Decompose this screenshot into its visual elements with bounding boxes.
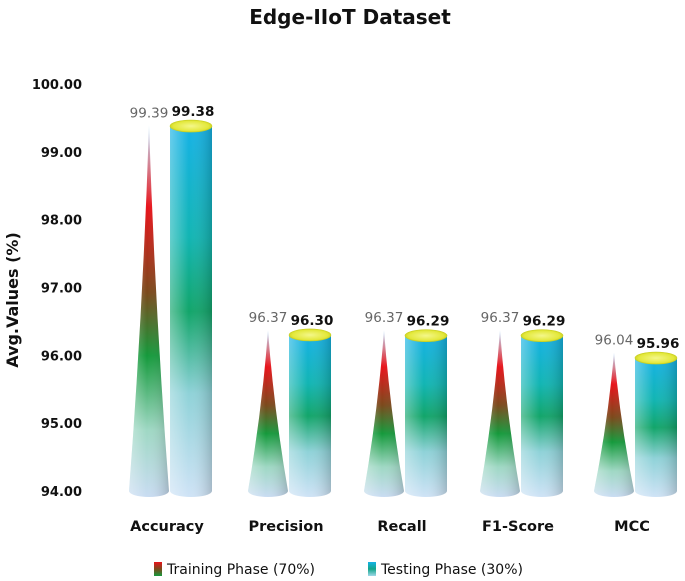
testing-cylinder-top [288,328,332,342]
testing-cylinder-top [634,351,678,365]
training-value-label: 96.37 [481,310,520,326]
testing-cylinder-shade [521,335,563,497]
training-value-label: 99.39 [130,105,169,121]
y-tick-label: 100.00 [32,78,82,93]
training-cone-shade [129,125,169,497]
training-value-label: 96.04 [595,333,634,349]
chart-title: Edge-IIoT Dataset [249,5,451,29]
y-axis-label: Avg.Values (%) [3,232,22,368]
x-tick-label: Precision [248,519,323,535]
x-tick-label: F1-Score [482,519,554,535]
legend-swatch-training [154,562,162,576]
testing-value-label: 96.29 [407,314,450,330]
legend-label-training: Training Phase (70%) [166,562,315,578]
y-tick-label: 95.00 [41,417,82,432]
training-value-label: 96.37 [365,310,404,326]
legend-label-testing: Testing Phase (30%) [380,562,523,578]
x-tick-label: Recall [377,519,426,535]
testing-value-label: 96.29 [523,314,566,330]
training-cone-shade [364,330,404,497]
testing-value-label: 99.38 [172,104,215,120]
y-tick-label: 97.00 [41,282,82,297]
training-value-label: 96.37 [249,310,288,326]
legend: Training Phase (70%) Testing Phase (30%) [154,562,523,578]
x-tick-label: Accuracy [130,519,204,535]
training-cone-shade [248,330,288,497]
y-tick-label: 98.00 [41,214,82,229]
testing-cylinder-top [404,329,448,342]
legend-swatch-testing [368,562,376,576]
testing-cylinder-shade [289,334,331,497]
y-axis-ticks: 94.00 95.00 96.00 97.00 98.00 99.00 100.00 [32,78,82,500]
y-tick-label: 99.00 [41,146,82,161]
training-cone-shade [594,352,634,497]
testing-cylinder-top [520,329,564,342]
y-tick-label: 96.00 [41,349,82,364]
testing-cylinder-shade [635,358,677,497]
testing-value-label: 96.30 [291,313,334,329]
testing-cylinder-top [169,119,213,133]
training-cone-shade [480,330,520,497]
testing-value-label: 95.96 [637,336,680,352]
x-tick-label: MCC [614,519,650,535]
testing-cylinder-shade [405,335,447,497]
testing-cylinder-shade [170,126,212,497]
x-axis-ticks: Accuracy Precision Recall F1-Score MCC [130,519,650,535]
y-tick-label: 94.00 [41,485,82,500]
